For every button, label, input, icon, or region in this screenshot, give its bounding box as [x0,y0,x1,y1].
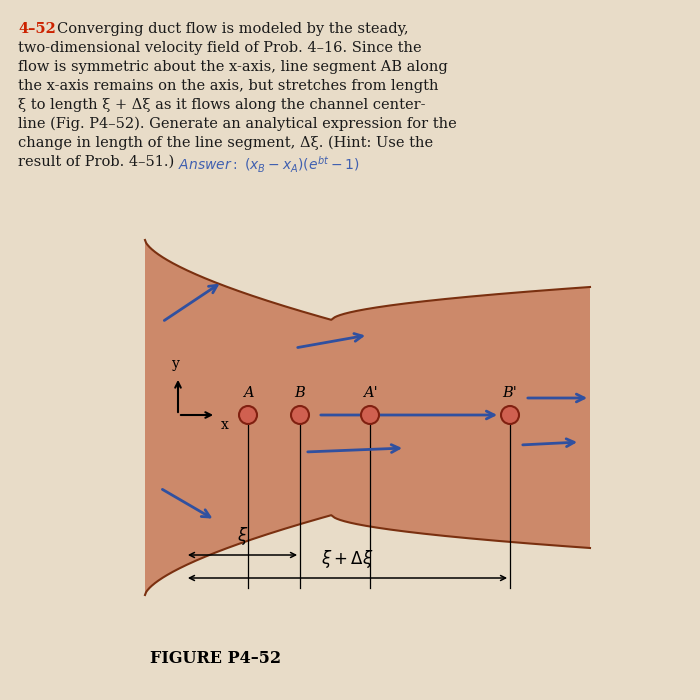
Text: 4–52: 4–52 [18,22,56,36]
Text: result of Prob. 4–51.): result of Prob. 4–51.) [18,155,174,169]
Text: A': A' [363,386,377,400]
Text: ξ to length ξ + Δξ as it flows along the channel center-: ξ to length ξ + Δξ as it flows along the… [18,98,426,112]
Circle shape [361,406,379,424]
Polygon shape [145,240,590,595]
Circle shape [501,406,519,424]
Text: $\xi + \Delta\xi$: $\xi + \Delta\xi$ [321,548,374,570]
Text: x: x [221,418,229,432]
Text: y: y [172,357,180,371]
Text: change in length of the line segment, Δξ. (Hint: Use the: change in length of the line segment, Δξ… [18,136,433,150]
Text: B: B [295,386,305,400]
Text: the x-axis remains on the axis, but stretches from length: the x-axis remains on the axis, but stre… [18,79,438,93]
Text: FIGURE P4–52: FIGURE P4–52 [150,650,281,667]
Text: Converging duct flow is modeled by the steady,: Converging duct flow is modeled by the s… [57,22,409,36]
Text: line (Fig. P4–52). Generate an analytical expression for the: line (Fig. P4–52). Generate an analytica… [18,117,456,132]
Text: $\mathit{Answer:}$ $(x_B - x_A)(e^{bt} - 1)$: $\mathit{Answer:}$ $(x_B - x_A)(e^{bt} -… [178,155,360,175]
Text: $\xi$: $\xi$ [237,525,248,547]
Text: A: A [243,386,253,400]
Text: two-dimensional velocity field of Prob. 4–16. Since the: two-dimensional velocity field of Prob. … [18,41,421,55]
Circle shape [239,406,257,424]
Text: B': B' [503,386,517,400]
Text: flow is symmetric about the x-axis, line segment AB along: flow is symmetric about the x-axis, line… [18,60,448,74]
Circle shape [291,406,309,424]
